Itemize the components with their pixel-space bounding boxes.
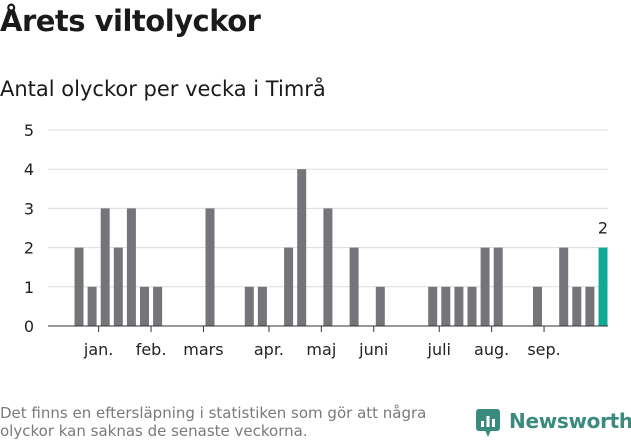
bar: [441, 286, 451, 326]
bar: [100, 208, 110, 326]
latest-value-label: 2: [598, 219, 608, 238]
bar: [244, 286, 254, 326]
bar: [480, 247, 490, 326]
newsworthy-chart-bubble-icon: [476, 409, 500, 437]
bar: [113, 247, 123, 326]
chart-subtitle: Antal olyckor per vecka i Timrå: [0, 77, 326, 101]
x-tick-label: juni: [358, 340, 388, 359]
x-tick-label: jan.: [83, 340, 113, 359]
bar: [87, 286, 97, 326]
footnote: Det finns en eftersläpning i statistiken…: [0, 404, 427, 440]
bar: [559, 247, 569, 326]
x-tick-label: juli: [427, 340, 451, 359]
bar: [74, 247, 84, 326]
bar: [323, 208, 333, 326]
weekly-accidents-bar-chart: 0 1 2 3 4 5 jan. feb. mars apr. maj juni juli aug. se…: [24, 121, 608, 359]
newsworthy-logo[interactable]: Newsworthy: [476, 409, 631, 439]
chart-title: Årets viltolyckor: [0, 4, 261, 38]
bars: [74, 169, 608, 326]
bar: [205, 208, 215, 326]
y-tick-label: 0: [24, 317, 34, 336]
bar: [349, 247, 359, 326]
bar: [533, 286, 542, 326]
bar: [297, 169, 307, 326]
x-axis: jan. feb. mars apr. maj juni juli aug. sep.: [48, 325, 608, 359]
x-tick-label: sep.: [527, 340, 560, 359]
bar: [140, 286, 149, 326]
data-labels: 2: [598, 219, 608, 238]
y-tick-label: 1: [24, 278, 34, 297]
y-tick-label: 3: [24, 199, 34, 218]
bar: [126, 208, 136, 326]
y-tick-label: 4: [24, 160, 34, 179]
bar: [153, 286, 163, 326]
x-tick-label: maj: [306, 340, 336, 359]
y-tick-label: 2: [24, 239, 34, 258]
bar: [467, 286, 477, 326]
bar: [585, 286, 595, 326]
x-tick-label: mars: [183, 340, 223, 359]
y-axis-ticks: 0 1 2 3 4 5: [24, 121, 34, 336]
bar-latest-week: [598, 247, 608, 326]
bar: [284, 247, 294, 326]
bar: [454, 286, 464, 326]
bar: [493, 247, 503, 326]
brand-name: Newsworthy: [509, 409, 631, 433]
bar: [257, 286, 267, 326]
bar: [428, 286, 438, 326]
bar: [375, 286, 385, 326]
y-tick-label: 5: [24, 121, 34, 140]
x-tick-label: feb.: [136, 340, 167, 359]
x-tick-label: apr.: [254, 340, 284, 359]
x-tick-label: aug.: [474, 340, 509, 359]
bar: [572, 286, 582, 326]
